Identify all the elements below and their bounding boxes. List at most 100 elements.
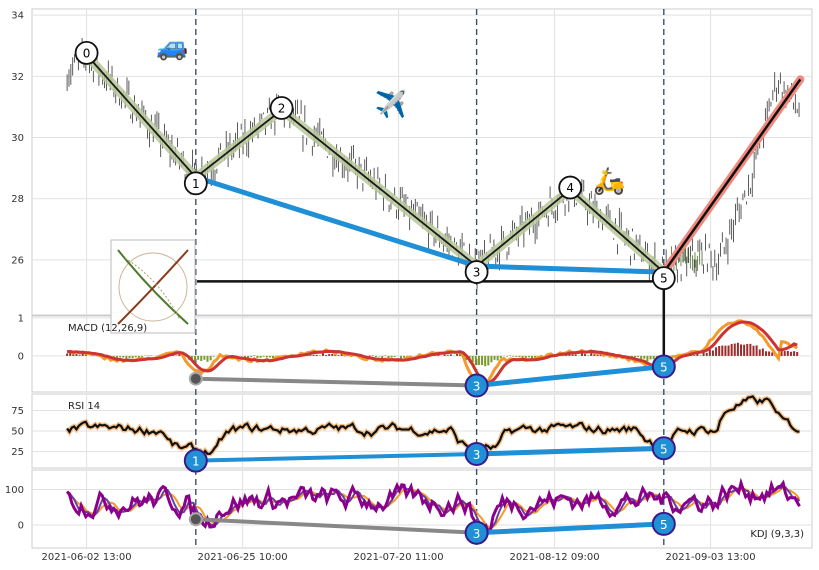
macd-hist-bar bbox=[793, 351, 796, 356]
y-tick-price-1: 32 bbox=[11, 72, 24, 83]
macd-hist-bar bbox=[128, 355, 131, 359]
macd-hist-bar bbox=[487, 355, 490, 366]
macd-hist-bar bbox=[580, 353, 583, 356]
macd-hist-bar bbox=[116, 355, 119, 359]
macd-hist-bar bbox=[309, 355, 312, 356]
kdj-marker-label-3: 3 bbox=[473, 527, 481, 541]
macd-hist-bar bbox=[530, 355, 533, 359]
macd-divergence-b bbox=[474, 364, 667, 389]
macd-hist-bar bbox=[122, 355, 125, 358]
logo-curve-c bbox=[124, 257, 181, 321]
x-tick-label-3: 2021-08-12 09:00 bbox=[510, 552, 600, 563]
macd-hist-bar bbox=[796, 351, 799, 356]
macd-hist-bar bbox=[393, 355, 396, 357]
macd-hist-bar bbox=[331, 354, 334, 356]
macd-hist-bar bbox=[325, 355, 328, 356]
macd-marker-5 bbox=[651, 354, 676, 379]
macd-hist-bar bbox=[490, 355, 493, 363]
y-tick-kdj-0: 100 bbox=[5, 485, 24, 496]
macd-hist-bar bbox=[708, 349, 711, 356]
macd-hist-bar bbox=[484, 355, 487, 367]
macd-hist-bar bbox=[518, 355, 521, 358]
macd-hist-bar bbox=[702, 352, 705, 356]
macd-hist-bar bbox=[506, 355, 509, 357]
macd-line bbox=[66, 319, 799, 387]
macd-hist-bar bbox=[125, 355, 128, 359]
macd-hist-bar bbox=[783, 351, 786, 356]
macd-hist-bar bbox=[243, 355, 246, 358]
y-tick-rsi-0: 75 bbox=[11, 406, 24, 417]
macd-panel-label: MACD (12,26,9) bbox=[68, 323, 147, 334]
y-tick-rsi-1: 50 bbox=[11, 427, 24, 438]
macd-hist-bar bbox=[730, 343, 733, 356]
panel-kdj bbox=[31, 469, 813, 549]
macd-hist-bar bbox=[477, 355, 480, 366]
y-tick-macd-1: 0 bbox=[18, 351, 24, 362]
macd-hist-bar bbox=[590, 353, 593, 356]
macd-hist-bar bbox=[527, 355, 530, 358]
macd-hist-bar bbox=[596, 354, 599, 356]
macd-hist-bar bbox=[493, 355, 496, 360]
wave-label-4: 4 bbox=[566, 181, 574, 195]
wave-label-1: 1 bbox=[192, 177, 200, 191]
logo-curve-b bbox=[117, 249, 189, 325]
zigzag-line bbox=[85, 54, 665, 273]
macd-hist-bar bbox=[524, 355, 527, 359]
macd-hist-bar bbox=[749, 343, 752, 356]
macd-hist-bar bbox=[521, 355, 524, 359]
macd-hist-bar bbox=[721, 345, 724, 356]
x-tick-label-2: 2021-07-20 11:00 bbox=[354, 552, 444, 563]
macd-hist-bar bbox=[652, 355, 655, 360]
macd-hist-bar bbox=[194, 355, 197, 362]
wave-point-2 bbox=[269, 96, 294, 120]
wave-point-1 bbox=[183, 171, 208, 196]
macd-hist-bar bbox=[643, 355, 646, 359]
macd-hist-bar bbox=[81, 353, 84, 356]
x-tick-label-4: 2021-09-03 13:00 bbox=[666, 552, 756, 563]
macd-hist-bar bbox=[496, 355, 499, 361]
wave-point-3 bbox=[464, 260, 489, 284]
macd-hist-bar bbox=[534, 355, 537, 359]
x-tick-label-1: 2021-06-25 10:00 bbox=[198, 552, 288, 563]
macd-hist-bar bbox=[112, 355, 115, 357]
macd-hist-bar bbox=[321, 353, 324, 356]
macd-hist-bar bbox=[72, 353, 75, 356]
macd-hist-bar bbox=[262, 355, 265, 357]
macd-hist-bar bbox=[471, 355, 474, 363]
macd-hist-bar bbox=[75, 354, 78, 356]
macd-hist-bar bbox=[499, 355, 502, 359]
macd-hist-bar bbox=[733, 343, 736, 356]
macd-hist-bar bbox=[119, 355, 122, 357]
macd-hist-bar bbox=[446, 355, 449, 356]
macd-hist-bar bbox=[786, 350, 789, 356]
logo-thumbnail bbox=[110, 239, 196, 334]
macd-hist-bar bbox=[390, 355, 393, 358]
kdj-marker-label-5: 5 bbox=[660, 518, 668, 532]
macd-hist-bar bbox=[387, 355, 390, 359]
y-tick-price-3: 28 bbox=[11, 194, 24, 205]
macd-hist-bar bbox=[259, 355, 262, 358]
kdj-panel-label: KDJ (9,3,3) bbox=[750, 529, 804, 540]
macd-hist-bar bbox=[256, 355, 259, 358]
macd-hist-bar bbox=[599, 353, 602, 356]
macd-hist-bar bbox=[178, 353, 181, 356]
macd-hist-bar bbox=[134, 355, 137, 358]
macd-hist-bar bbox=[203, 355, 206, 360]
rsi-marker-3 bbox=[464, 442, 489, 467]
wave-label-0: 0 bbox=[83, 46, 91, 60]
wave-label-2: 2 bbox=[278, 101, 286, 115]
macd-hist-bar bbox=[403, 355, 406, 358]
rsi-marker-label-3: 3 bbox=[473, 448, 481, 462]
macd-hist-bar bbox=[746, 343, 749, 356]
macd-hist-bar bbox=[190, 355, 193, 360]
macd-marker-label-3: 3 bbox=[473, 380, 481, 394]
macd-hist-bar bbox=[69, 352, 72, 356]
macd-hist-bar bbox=[637, 355, 640, 358]
rsi-panel-label: RSI 14 bbox=[68, 401, 100, 412]
kdj-marker-dot-0 bbox=[188, 512, 203, 527]
macd-hist-bar bbox=[374, 355, 377, 358]
macd-hist-bar bbox=[727, 345, 730, 356]
macd-hist-bar bbox=[780, 350, 783, 356]
